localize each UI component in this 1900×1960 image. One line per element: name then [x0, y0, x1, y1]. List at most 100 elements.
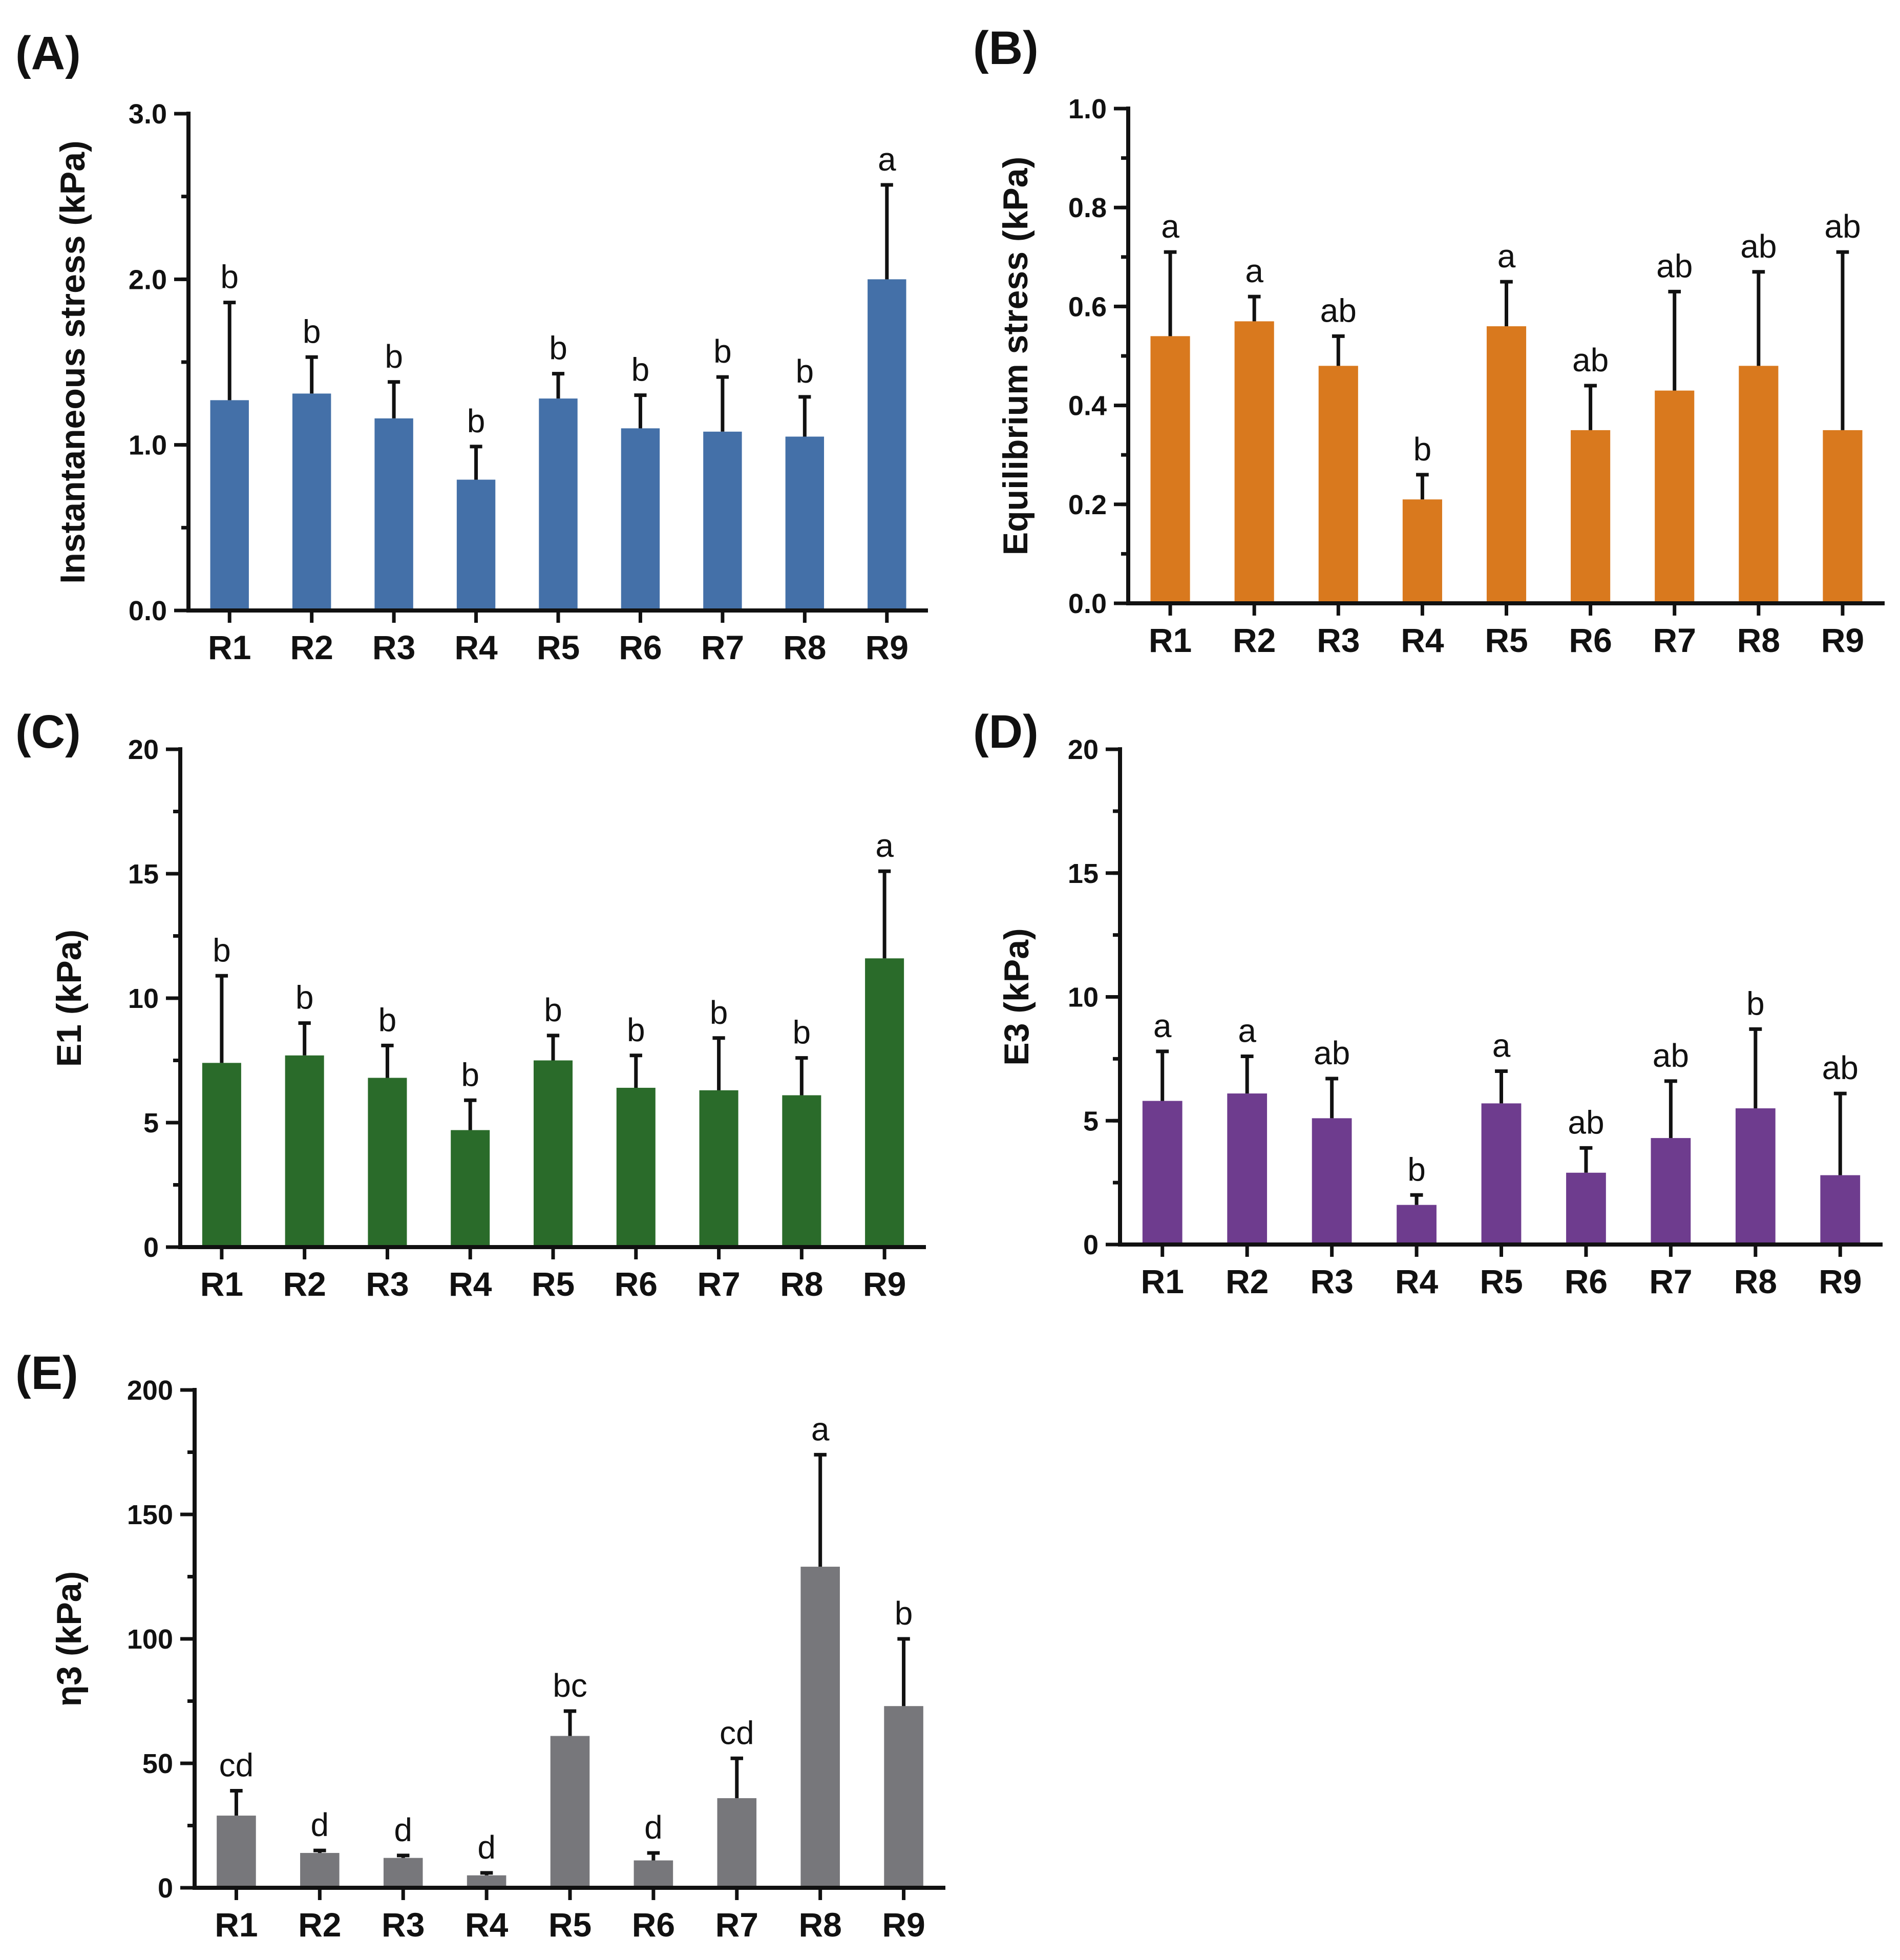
bar-r3: [368, 1078, 407, 1247]
x-tick-label-r5: R5: [537, 628, 580, 666]
error-bar-r9: [897, 1637, 910, 1706]
panel-a: (A) Instantaneous stress (kPa) b R1 b R2 b R3 b R…: [15, 27, 928, 666]
bar-r1: [217, 1816, 256, 1888]
x-tick-label-r2: R2: [298, 1906, 341, 1944]
significance-letter-r7: ab: [1656, 247, 1693, 284]
y-axis-title: E1 (kPa): [50, 930, 89, 1067]
error-bar-r4: [470, 445, 482, 480]
x-tick-label-r4: R4: [465, 1906, 509, 1944]
significance-letter-r5: b: [549, 330, 567, 367]
bar-r8: [785, 436, 825, 610]
error-bar-r8: [795, 1056, 808, 1095]
x-tick-label-r7: R7: [715, 1906, 758, 1944]
y-tick-label: 0: [143, 1232, 159, 1263]
bar-r5: [1486, 326, 1527, 603]
error-bar-r1: [223, 301, 236, 401]
bar-r7: [703, 431, 742, 610]
error-bar-r3: [396, 1853, 410, 1858]
x-tick-label-r8: R8: [1737, 621, 1780, 659]
bar-r1: [210, 400, 249, 610]
x-tick-label-r1: R1: [1149, 621, 1192, 659]
error-bar-r3: [1325, 1077, 1339, 1119]
y-tick-label: 2.0: [129, 264, 167, 295]
bar-r3: [383, 1858, 423, 1888]
x-tick-label-r6: R6: [1569, 621, 1612, 659]
x-tick-label-r9: R9: [865, 628, 909, 666]
x-tick-label-r2: R2: [290, 628, 333, 666]
x-tick-label-r6: R6: [619, 628, 662, 666]
bar-r3: [1318, 366, 1358, 603]
bar-r9: [1820, 1175, 1861, 1245]
significance-letter-r4: b: [1413, 431, 1432, 468]
significance-letter-r3: ab: [1320, 292, 1357, 329]
significance-letter-r9: ab: [1822, 1049, 1859, 1086]
y-tick-label: 0: [158, 1873, 173, 1904]
error-bar-r8: [814, 1452, 827, 1567]
y-tick-label: 50: [142, 1748, 173, 1779]
error-bar-r3: [388, 380, 400, 418]
y-tick-label: 1.0: [1068, 94, 1107, 124]
panel-c: (C) E1 (kPa) b R1 b R2 b R3 b R4 b R5 b R6 b R7 b R8 a R9 0 5…: [15, 706, 926, 1303]
x-tick-label-r7: R7: [697, 1265, 740, 1303]
significance-letter-r9: a: [878, 141, 896, 178]
error-bar-r4: [464, 1098, 477, 1130]
x-tick-label-r4: R4: [1401, 621, 1444, 659]
y-tick-label: 0: [1083, 1230, 1099, 1260]
bar-r1: [1150, 336, 1190, 603]
error-bar-r3: [1332, 334, 1345, 366]
bar-r6: [621, 428, 660, 610]
bar-r4: [1402, 499, 1442, 603]
bar-r6: [616, 1087, 656, 1247]
bar-r5: [1481, 1103, 1522, 1245]
y-tick-label: 0.0: [1068, 588, 1107, 619]
bar-r3: [374, 418, 413, 610]
error-bar-r7: [716, 375, 729, 432]
y-tick-label: 15: [1068, 858, 1099, 889]
bar-r4: [1397, 1205, 1437, 1245]
significance-letter-r9: b: [895, 1595, 913, 1632]
significance-letter-r3: ab: [1314, 1035, 1350, 1071]
significance-letter-r8: b: [793, 1014, 811, 1051]
y-tick-label: 5: [1083, 1106, 1099, 1136]
x-tick-label-r9: R9: [1821, 621, 1864, 659]
bar-r7: [1655, 390, 1695, 603]
significance-letter-r8: b: [796, 353, 814, 390]
y-tick-label: 0.4: [1068, 391, 1107, 421]
x-tick-label-r9: R9: [882, 1906, 925, 1944]
error-bar-r5: [1500, 280, 1513, 327]
panel-e: (E) η3 (kPa) cd R1 d R2 d R3 d R4 bc R5 d R6 cd R7 a R8 b R…: [15, 1347, 945, 1944]
significance-letter-r1: b: [213, 932, 231, 968]
error-bar-r9: [878, 869, 891, 959]
error-bar-r5: [1495, 1069, 1508, 1104]
y-axis-title: Equilibrium stress (kPa): [996, 157, 1035, 555]
y-tick-label: 20: [128, 734, 159, 765]
panel-d: (D) E3 (kPa) a R1 a R2 ab R3 b R4 a R5 ab R6 ab R7 b R8 ab…: [973, 706, 1883, 1300]
error-bar-r5: [563, 1709, 577, 1736]
error-bar-r2: [313, 1848, 326, 1853]
significance-letter-r6: ab: [1572, 342, 1609, 378]
x-tick-label-r6: R6: [615, 1265, 658, 1303]
x-tick-label-r6: R6: [632, 1906, 675, 1944]
panel-label: (C): [15, 706, 81, 758]
x-tick-label-r5: R5: [1480, 1262, 1523, 1300]
error-bar-r8: [1752, 270, 1765, 366]
bar-r6: [634, 1860, 673, 1888]
error-bar-r1: [1156, 1049, 1169, 1101]
error-bar-r5: [546, 1034, 560, 1061]
significance-letter-r7: b: [710, 994, 728, 1031]
bar-r4: [451, 1130, 490, 1247]
bar-r7: [1651, 1138, 1691, 1245]
error-bar-r5: [552, 372, 565, 399]
x-tick-label-r8: R8: [1734, 1262, 1777, 1300]
significance-letter-r1: b: [220, 259, 239, 296]
x-tick-label-r3: R3: [1310, 1262, 1353, 1300]
error-bar-r6: [1579, 1146, 1593, 1173]
y-tick-label: 200: [127, 1375, 173, 1406]
x-tick-label-r1: R1: [208, 628, 251, 666]
bar-r5: [539, 398, 578, 610]
bar-r6: [1566, 1172, 1606, 1245]
error-bar-r2: [1248, 294, 1261, 322]
significance-letter-r1: a: [1153, 1007, 1172, 1044]
bar-r1: [202, 1063, 241, 1247]
x-tick-label-r3: R3: [1317, 621, 1360, 659]
